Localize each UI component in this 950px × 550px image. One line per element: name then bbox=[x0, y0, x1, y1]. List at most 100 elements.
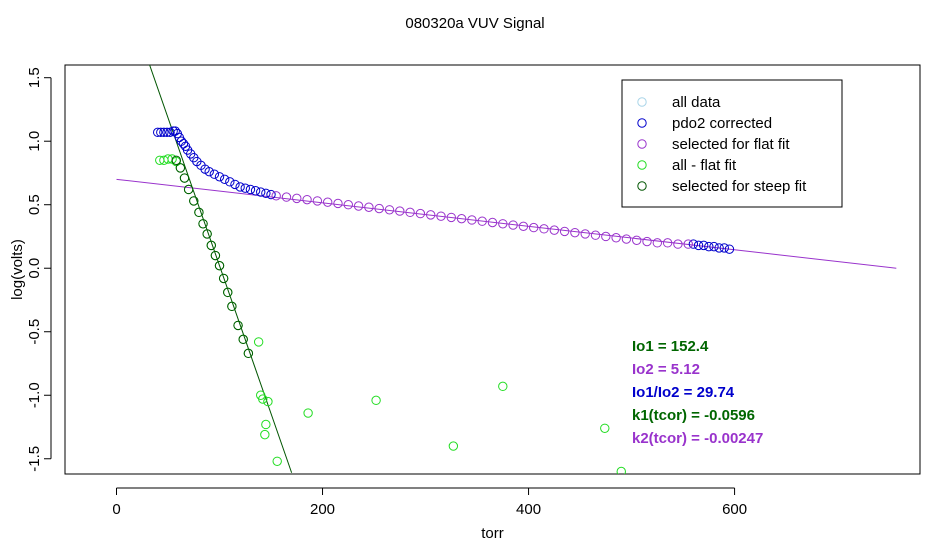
point-all-flat-fit bbox=[448, 441, 459, 451]
point-selected-for-flat-fit bbox=[384, 205, 395, 215]
point-pdo2-corrected bbox=[688, 239, 699, 249]
point-selected-for-steep-fit bbox=[175, 163, 186, 173]
point-selected-for-flat-fit bbox=[395, 206, 405, 216]
point-selected-for-steep-fit bbox=[214, 260, 225, 271]
fit-annotations: Io1 = 152.4 Io2 = 5.12 Io1/Io2 = 29.74 k1(t… bbox=[632, 338, 763, 447]
point-selected-for-steep-fit bbox=[183, 184, 194, 195]
point-all-flat-fit bbox=[371, 395, 381, 406]
legend-marker bbox=[637, 160, 647, 170]
legend-box bbox=[621, 79, 843, 208]
point-selected-for-flat-fit bbox=[508, 220, 518, 230]
y-tick-label: -1.0 bbox=[26, 382, 43, 408]
point-selected-for-steep-fit bbox=[210, 250, 221, 261]
fit-annotation: Io1 = 152.4 bbox=[632, 338, 709, 355]
x-tick-label: 200 bbox=[310, 501, 335, 518]
point-all-flat-fit bbox=[261, 419, 271, 430]
y-tick-label: 0.5 bbox=[26, 194, 43, 215]
point-pdo2-corrected bbox=[225, 177, 235, 187]
point-selected-for-steep-fit bbox=[238, 334, 248, 345]
point-pdo2-corrected bbox=[261, 188, 271, 198]
point-selected-for-flat-fit bbox=[642, 236, 652, 247]
point-selected-for-steep-fit bbox=[194, 207, 204, 218]
point-selected-for-flat-fit bbox=[364, 202, 374, 212]
fit-annotation: Io1/Io2 = 29.74 bbox=[632, 384, 735, 401]
point-selected-for-flat-fit bbox=[322, 197, 333, 207]
x-tick-label: 400 bbox=[516, 501, 541, 518]
point-selected-for-flat-fit bbox=[405, 207, 415, 218]
point-all-flat-fit bbox=[303, 408, 313, 418]
point-selected-for-flat-fit bbox=[374, 203, 384, 214]
point-selected-for-steep-fit bbox=[227, 301, 237, 312]
y-axis-label: log(volts) bbox=[9, 239, 26, 300]
point-selected-for-flat-fit bbox=[467, 215, 477, 225]
legend-label: all data bbox=[672, 94, 721, 111]
point-pdo2-corrected bbox=[159, 127, 169, 138]
point-selected-for-flat-fit bbox=[271, 191, 281, 201]
legend: all data pdo2 corrected selected for flat … bbox=[621, 79, 843, 208]
point-all-flat-fit bbox=[263, 396, 273, 407]
point-pdo2-corrected bbox=[714, 243, 724, 253]
point-selected-for-steep-fit bbox=[171, 155, 181, 165]
point-selected-for-flat-fit bbox=[292, 193, 302, 204]
point-selected-for-flat-fit bbox=[456, 213, 467, 224]
fit-annotation: k1(tcor) = -0.0596 bbox=[632, 407, 755, 424]
point-pdo2-corrected bbox=[250, 186, 261, 196]
plot-frame bbox=[64, 64, 921, 475]
legend-label: selected for steep fit bbox=[672, 178, 807, 195]
point-selected-for-flat-fit bbox=[312, 196, 323, 206]
point-pdo2-corrected bbox=[256, 187, 266, 197]
point-pdo2-corrected bbox=[209, 169, 220, 179]
point-selected-for-flat-fit bbox=[415, 208, 426, 219]
point-selected-for-flat-fit bbox=[580, 229, 590, 239]
point-selected-for-flat-fit bbox=[632, 235, 642, 245]
point-selected-for-steep-fit bbox=[218, 273, 229, 284]
point-selected-for-steep-fit bbox=[243, 348, 254, 359]
flat-fit-line bbox=[116, 178, 897, 269]
point-pdo2-corrected bbox=[230, 179, 240, 190]
point-selected-for-flat-fit bbox=[343, 200, 353, 210]
legend-marker bbox=[637, 97, 647, 107]
y-tick-label: -1.5 bbox=[26, 446, 43, 472]
y-tick-label: 0.0 bbox=[26, 258, 43, 279]
point-selected-for-flat-fit bbox=[498, 219, 508, 229]
point-all-flat-fit bbox=[253, 337, 264, 347]
point-selected-for-flat-fit bbox=[590, 230, 601, 240]
point-pdo2-corrected bbox=[245, 184, 256, 195]
point-pdo2-corrected bbox=[153, 127, 163, 138]
point-selected-for-steep-fit bbox=[189, 196, 199, 206]
y-tick-label: 1.5 bbox=[26, 67, 43, 88]
point-pdo2-corrected bbox=[724, 244, 735, 254]
legend-marker bbox=[637, 181, 647, 191]
point-selected-for-flat-fit bbox=[570, 227, 580, 238]
steep-fit-line bbox=[149, 65, 293, 473]
point-selected-for-flat-fit bbox=[652, 238, 663, 248]
point-pdo2-corrected bbox=[214, 172, 225, 182]
point-selected-for-flat-fit bbox=[549, 225, 560, 235]
point-selected-for-flat-fit bbox=[683, 239, 693, 249]
point-selected-for-flat-fit bbox=[333, 198, 343, 209]
point-selected-for-flat-fit bbox=[559, 226, 570, 237]
point-selected-for-flat-fit bbox=[601, 231, 611, 242]
point-pdo2-corrected bbox=[709, 241, 719, 252]
point-selected-for-flat-fit bbox=[425, 210, 436, 220]
y-axis: -1.5 -1.0 -0.5 0.0 0.5 1.0 1.5 bbox=[26, 67, 52, 472]
point-pdo2-corrected bbox=[266, 189, 276, 200]
fit-annotation: k2(tcor) = -0.00247 bbox=[632, 430, 763, 447]
y-tick-label: -0.5 bbox=[26, 319, 43, 345]
legend-marker bbox=[637, 118, 647, 128]
point-selected-for-flat-fit bbox=[487, 217, 498, 228]
x-tick-label: 0 bbox=[112, 501, 120, 518]
point-selected-for-flat-fit bbox=[611, 233, 621, 243]
point-all-flat-fit bbox=[498, 381, 508, 392]
point-pdo2-corrected bbox=[240, 183, 250, 193]
fit-lines bbox=[116, 65, 897, 473]
point-selected-for-steep-fit bbox=[198, 219, 208, 229]
point-selected-for-flat-fit bbox=[477, 216, 487, 226]
point-selected-for-flat-fit bbox=[353, 201, 364, 211]
data-points bbox=[153, 126, 735, 474]
point-selected-for-steep-fit bbox=[223, 287, 233, 298]
chart-title: 080320a VUV Signal bbox=[405, 15, 544, 32]
point-pdo2-corrected bbox=[178, 139, 189, 149]
x-axis-label: torr bbox=[481, 525, 504, 542]
point-selected-for-flat-fit bbox=[621, 234, 632, 244]
